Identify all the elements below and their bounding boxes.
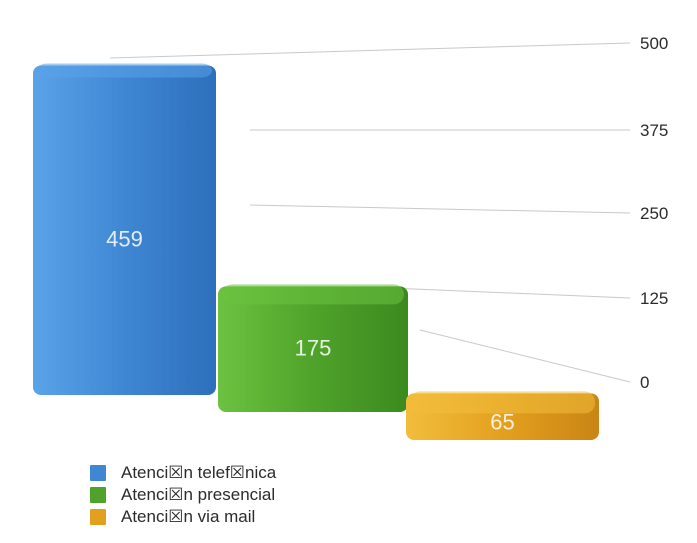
y-tick-label: 125	[640, 289, 668, 308]
legend-item-mail: Atenci☒n via mail	[90, 506, 276, 528]
bar-top-face	[37, 63, 212, 78]
gridline	[109, 42, 631, 59]
y-tick-label: 250	[640, 204, 668, 223]
legend-label-presencial: Atenci☒n presencial	[121, 485, 276, 504]
legend-swatch-presencial	[90, 487, 106, 503]
y-tick-label: 375	[640, 121, 668, 140]
legend-label-telefonica: Atenci☒n telef☒nica	[121, 463, 277, 482]
gridline	[249, 204, 631, 214]
y-tick-label: 0	[640, 373, 649, 392]
bar	[33, 65, 216, 396]
legend-item-presencial: Atenci☒n presencial	[90, 484, 276, 506]
y-tick-label: 500	[640, 34, 668, 53]
gridline	[419, 329, 631, 383]
gridlines	[109, 42, 631, 383]
legend-swatch-mail	[90, 509, 106, 525]
bar	[218, 286, 408, 412]
data-label: 459	[106, 227, 143, 252]
data-label: 175	[295, 335, 332, 360]
legend: Atenci☒n telef☒nica Atenci☒n presencial …	[90, 462, 276, 528]
data-label: 65	[490, 410, 514, 435]
y-axis-ticks: 0 125 250 375 500	[640, 34, 668, 392]
legend-label-mail: Atenci☒n via mail	[121, 507, 256, 526]
legend-item-telefonica: Atenci☒n telef☒nica	[90, 462, 276, 484]
legend-swatch-telefonica	[90, 465, 106, 481]
bar-top-face	[222, 284, 404, 305]
bars	[33, 63, 599, 440]
gridline	[389, 287, 631, 299]
bar-top-face	[410, 391, 595, 414]
value-labels: 459 175 65	[106, 227, 515, 435]
